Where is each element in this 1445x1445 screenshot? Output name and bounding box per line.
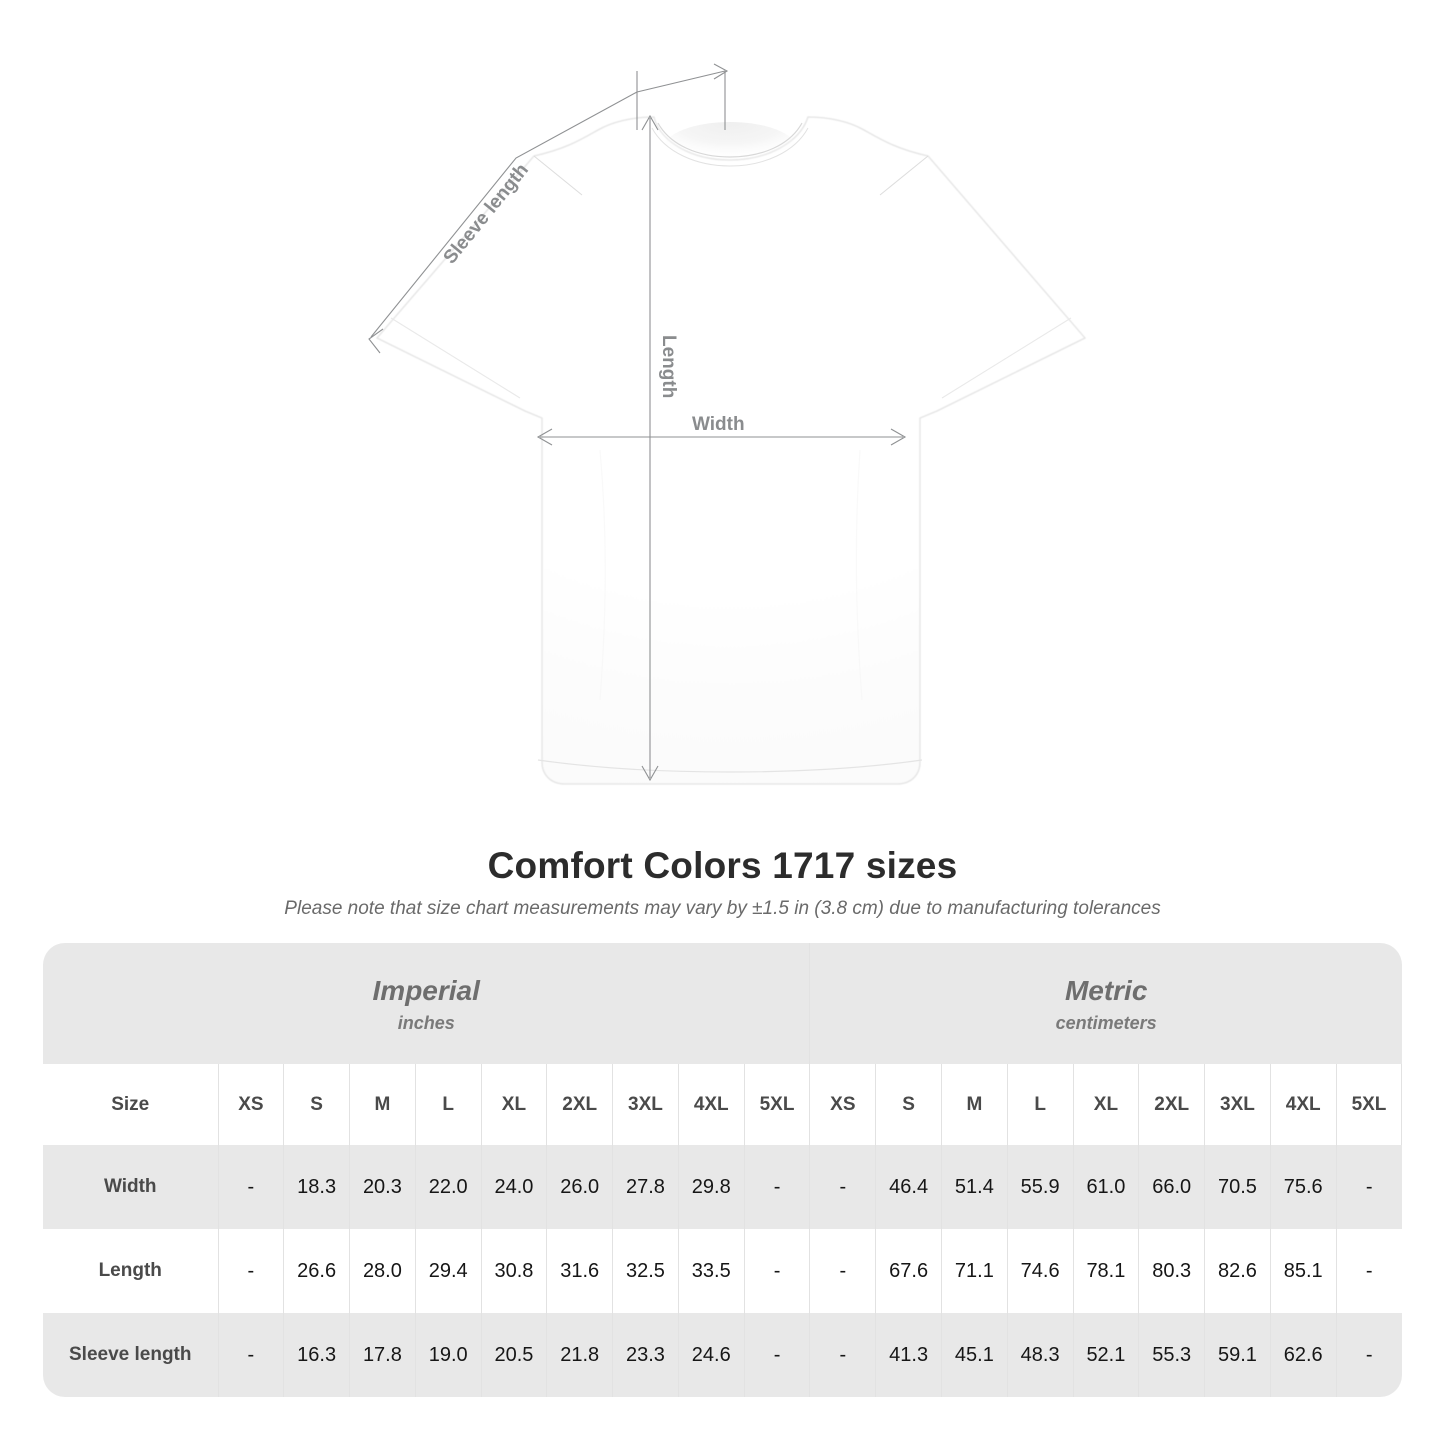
svg-text:Width: Width (692, 414, 745, 435)
svg-text:Length: Length (658, 335, 679, 398)
